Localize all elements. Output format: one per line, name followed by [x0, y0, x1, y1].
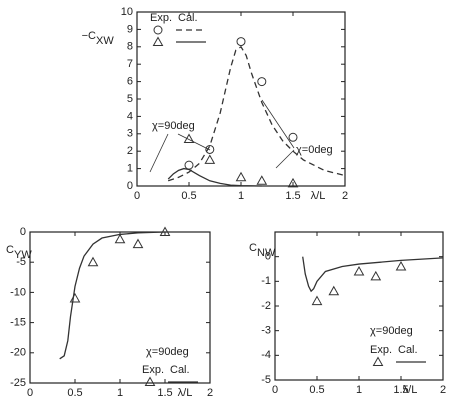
x-tick-label: 2	[207, 387, 213, 399]
x-tick-label: 1	[238, 190, 244, 202]
y-tick-label: -5	[16, 256, 26, 268]
x-tick-label: 1	[117, 387, 123, 399]
x-tick-label: 2	[342, 190, 348, 202]
x-tick-label: 0	[272, 384, 278, 396]
x-axis-label: λ/L	[311, 190, 326, 202]
plot-frame	[136, 11, 346, 187]
calc-line	[167, 167, 262, 187]
y-tick-label: -3	[261, 325, 271, 337]
legend-marker	[144, 376, 156, 386]
leader-line	[149, 133, 169, 173]
y-tick-label: 10	[121, 6, 133, 18]
annotation: χ=90deg	[152, 120, 195, 132]
x-tick-label: 1.5	[285, 190, 300, 202]
legend-header: Exp.	[142, 364, 164, 376]
marker-circle	[205, 144, 215, 154]
legend-header: Cal.	[398, 344, 418, 356]
y-tick-label: -20	[10, 347, 26, 359]
x-tick-label: 0	[27, 387, 33, 399]
legend-marker	[152, 36, 164, 46]
marker-triangle	[87, 256, 99, 267]
marker-triangle	[69, 292, 81, 303]
y-tick-label: -1	[261, 275, 271, 287]
y-tick-label: 1	[127, 163, 133, 175]
annotation: χ=90deg	[146, 346, 189, 358]
legend-header: Cal.	[170, 364, 190, 376]
y-tick-label: 0	[265, 251, 271, 263]
y-tick-label: 0	[127, 180, 133, 192]
legend-header: Exp.	[150, 12, 172, 24]
marker-triangle	[287, 177, 299, 188]
y-tick-label: 3	[127, 128, 133, 140]
plot-frame	[274, 231, 444, 381]
y-tick-label: -4	[261, 349, 271, 361]
leader-line	[261, 99, 295, 149]
y-tick-label: -2	[261, 300, 271, 312]
y-tick-label: 0	[20, 226, 26, 238]
marker-triangle	[256, 175, 268, 185]
marker-triangle	[328, 285, 340, 296]
marker-triangle	[370, 270, 382, 281]
y-tick-label: 6	[127, 76, 133, 88]
y-axis-label-sub: YW	[14, 249, 32, 261]
x-tick-label: 2	[440, 384, 446, 396]
plot-frame	[29, 231, 211, 384]
x-tick-label: 0	[134, 190, 140, 202]
y-tick-label: 2	[127, 145, 133, 157]
y-tick-label: 8	[127, 41, 133, 53]
legend-header: Exp.	[370, 344, 392, 356]
x-axis-label: λ/L	[178, 387, 193, 399]
y-tick-label: 9	[127, 23, 133, 35]
marker-triangle	[204, 154, 216, 164]
marker-circle	[184, 160, 194, 170]
y-axis-label: C	[249, 242, 257, 254]
y-axis-label-sub: NW	[257, 247, 276, 259]
x-tick-label: 0.5	[309, 384, 324, 396]
y-axis-label: −C	[82, 30, 96, 42]
y-tick-label: 5	[127, 93, 133, 105]
x-tick-label: 0.5	[67, 387, 82, 399]
x-tick-label: 1.5	[393, 384, 408, 396]
legend-marker	[153, 25, 163, 35]
y-tick-label: 7	[127, 58, 133, 70]
legend-marker	[372, 356, 384, 366]
marker-circle	[257, 77, 267, 87]
marker-circle	[236, 37, 246, 47]
y-tick-label: -15	[10, 317, 26, 329]
x-tick-label: 1	[356, 384, 362, 396]
leader-line	[177, 133, 211, 151]
x-tick-label: 0.5	[181, 190, 196, 202]
marker-circle	[288, 132, 298, 142]
x-tick-label: 1.5	[157, 387, 172, 399]
y-tick-label: -10	[10, 286, 26, 298]
y-tick-label: 4	[127, 110, 133, 122]
annotation: χ=0deg	[296, 144, 333, 156]
marker-triangle	[353, 265, 365, 276]
marker-triangle	[114, 233, 126, 244]
marker-triangle	[311, 295, 323, 306]
leader-line	[275, 149, 295, 169]
marker-triangle	[132, 238, 144, 249]
marker-triangle	[235, 171, 247, 182]
calc-line	[302, 256, 444, 293]
calc-line	[59, 231, 166, 360]
y-tick-label: -25	[10, 377, 26, 389]
annotation: χ=90deg	[370, 325, 413, 337]
y-axis-label: C	[6, 244, 14, 256]
legend-header: Cal.	[178, 12, 198, 24]
calc-line	[167, 45, 346, 182]
y-axis-label-sub: XW	[96, 35, 114, 47]
x-axis-label: λ/L	[403, 384, 418, 396]
marker-triangle	[395, 261, 407, 271]
y-tick-label: -5	[261, 374, 271, 386]
